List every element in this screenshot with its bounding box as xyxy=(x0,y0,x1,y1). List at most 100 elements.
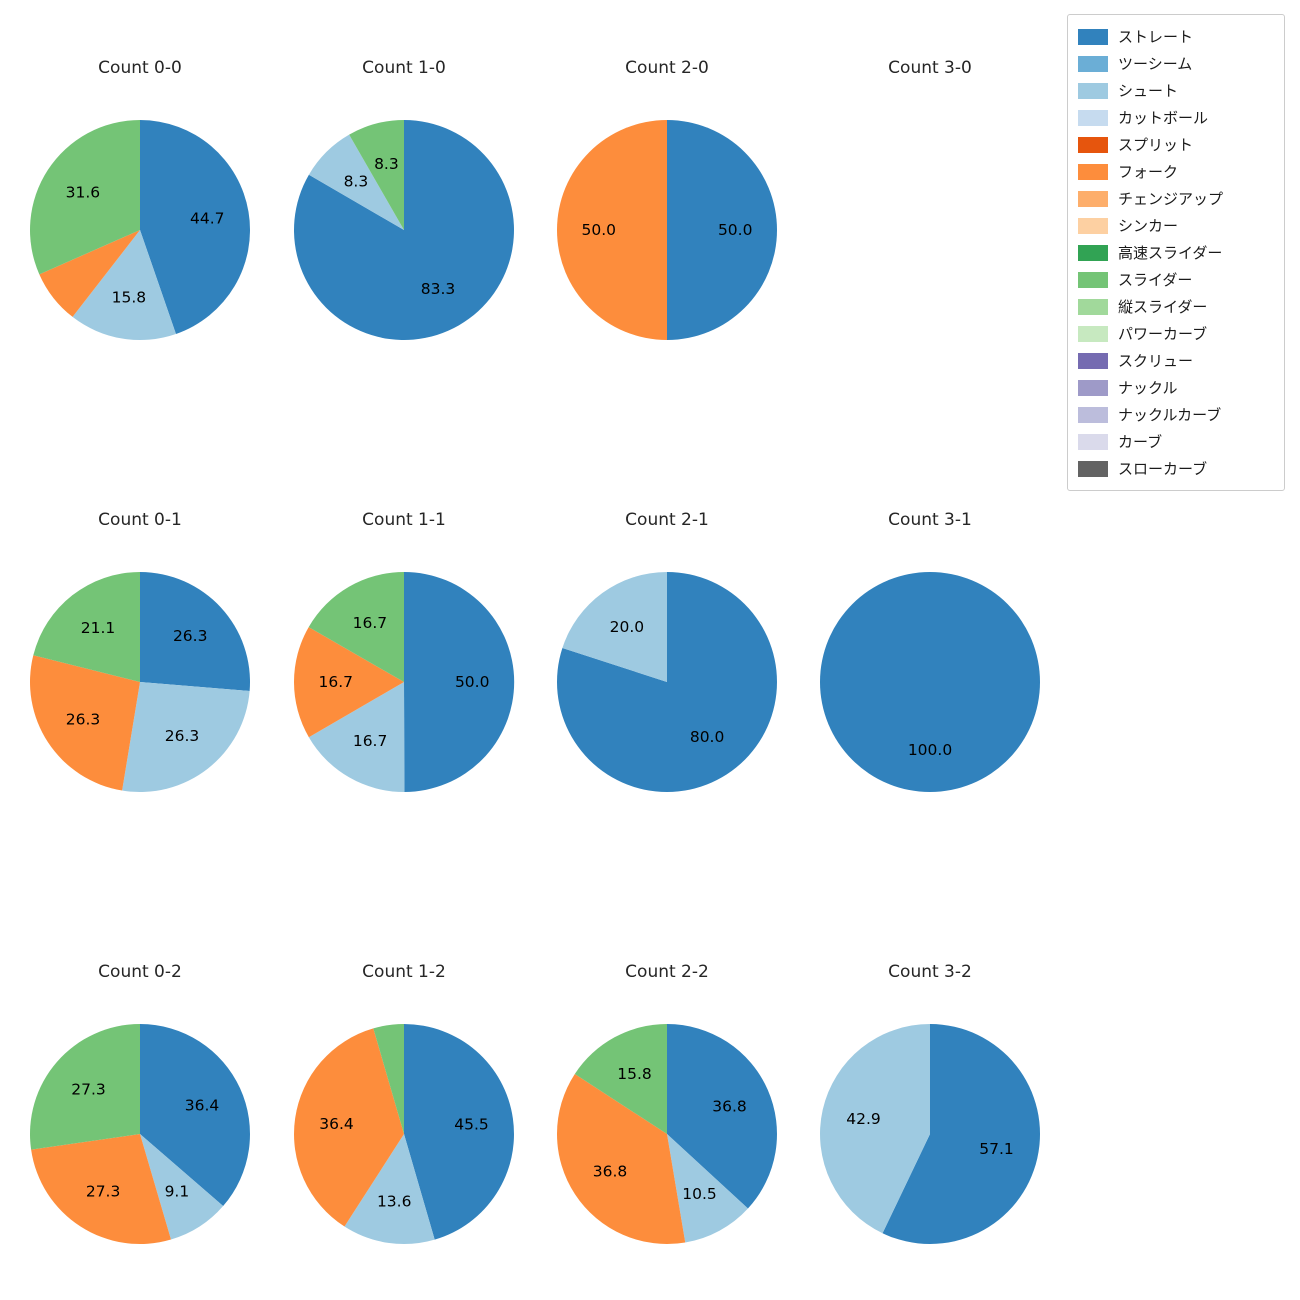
pie-slice xyxy=(294,1028,404,1227)
pie-chart-count-0-0: Count 0-0 44.7 15.8 31.6 xyxy=(28,55,252,346)
pie-slice xyxy=(33,572,140,682)
pie-chart-count-2-0: Count 2-0 50.0 50.0 xyxy=(555,55,779,346)
pie-slice xyxy=(293,120,514,340)
pie-chart-count-0-1: Count 0-1 26.3 26.3 26.3 21.1 xyxy=(28,507,252,798)
pie-slice xyxy=(30,1024,141,1150)
pie-slice-label: 8.3 xyxy=(344,173,369,191)
pie-svg: 83.3 8.3 8.3 xyxy=(293,120,514,340)
pie-slice-label: 15.8 xyxy=(617,1065,652,1083)
legend-item: カーブ xyxy=(1078,428,1274,455)
pie-svg xyxy=(818,118,1042,342)
pie-slice xyxy=(562,572,667,682)
pie-slice xyxy=(30,655,140,791)
legend-label: スライダー xyxy=(1118,271,1193,289)
legend-swatch xyxy=(1078,352,1108,369)
pie-svg: 26.3 26.3 26.3 21.1 xyxy=(30,572,250,793)
legend-item: ツーシーム xyxy=(1078,50,1274,77)
legend-swatch xyxy=(1078,406,1108,423)
pie-slice-label: 80.0 xyxy=(690,728,725,746)
pie-slice xyxy=(667,1134,748,1243)
legend-label: 縦スライダー xyxy=(1118,298,1208,316)
pie-slice-label: 36.4 xyxy=(319,1115,354,1133)
pie-slice-label: 50.0 xyxy=(582,221,617,239)
pie-slice xyxy=(308,134,404,230)
chart-title: Count 2-1 xyxy=(625,510,709,530)
pie-slice-label: 57.1 xyxy=(979,1140,1014,1158)
pie-slice xyxy=(140,572,250,691)
legend-item: スプリット xyxy=(1078,131,1274,158)
pie-slice xyxy=(667,120,777,340)
legend-swatch xyxy=(1078,271,1108,288)
pie-svg: 36.8 10.5 36.8 15.8 xyxy=(556,1024,777,1245)
legend-item: シュート xyxy=(1078,77,1274,104)
legend-swatch xyxy=(1078,433,1108,450)
pie-slice xyxy=(122,682,250,793)
pie-slice xyxy=(667,1024,777,1209)
legend-label: ナックル xyxy=(1118,379,1178,397)
pie-svg: 57.1 42.9 xyxy=(820,1024,1041,1244)
pie-slice-label: 16.7 xyxy=(319,673,354,691)
legend-label: カットボール xyxy=(1118,109,1209,127)
pie-slice-label: 13.6 xyxy=(377,1193,412,1211)
legend-swatch xyxy=(1078,136,1108,153)
pie-slice-label: 36.8 xyxy=(593,1162,628,1180)
pie-chart-count-1-1: Count 1-1 50.0 16.7 16.7 16.7 xyxy=(292,507,516,798)
pie-slice-label: 83.3 xyxy=(421,280,456,298)
chart-title: Count 2-0 xyxy=(625,58,709,78)
pie-slice xyxy=(39,230,140,317)
pie-chart-count-1-2: Count 1-2 45.5 13.6 36.4 xyxy=(292,959,516,1250)
chart-title: Count 0-0 xyxy=(98,58,182,78)
pie-slice-label: 15.8 xyxy=(112,288,147,306)
pie-slice xyxy=(308,682,405,793)
pie-slice-label: 9.1 xyxy=(165,1182,190,1200)
legend-item: フォーク xyxy=(1078,158,1274,185)
chart-title: Count 2-2 xyxy=(625,962,709,982)
legend-swatch xyxy=(1078,163,1108,180)
pie-slice-label: 31.6 xyxy=(66,184,101,202)
legend-swatch xyxy=(1078,82,1108,99)
legend-label: パワーカーブ xyxy=(1118,325,1208,343)
legend-label: スローカーブ xyxy=(1118,460,1208,478)
legend-item: スローカーブ xyxy=(1078,455,1274,482)
pie-slice-label: 42.9 xyxy=(846,1110,881,1128)
pie-slice xyxy=(557,120,667,340)
pie-slice-label: 26.3 xyxy=(66,710,101,728)
pie-slice-label: 26.3 xyxy=(165,727,200,745)
legend-label: 高速スライダー xyxy=(1118,244,1223,262)
legend-label: スクリュー xyxy=(1118,352,1194,370)
chart-title: Count 3-2 xyxy=(888,962,972,982)
legend-label: ストレート xyxy=(1118,28,1194,46)
legend: ストレートツーシーム シュートカットボールスプリット フォークチェンジアップシンカー… xyxy=(1067,14,1285,491)
pie-slice xyxy=(820,1024,930,1234)
pie-svg: 44.7 15.8 31.6 xyxy=(29,119,251,341)
pie-slice xyxy=(373,1024,404,1134)
pie-svg: 36.4 9.1 27.3 27.3 xyxy=(30,1024,250,1244)
legend-item: シンカー xyxy=(1078,212,1274,239)
chart-title: Count 0-1 xyxy=(98,510,182,530)
pie-slice-label: 21.1 xyxy=(81,619,116,637)
pie-slice xyxy=(404,571,515,792)
pie-chart-count-3-1: Count 3-1 100.0 xyxy=(818,507,1042,798)
legend-item: ナックルカーブ xyxy=(1078,401,1274,428)
legend-swatch xyxy=(1078,325,1108,342)
pie-slice-label: 36.4 xyxy=(185,1097,220,1115)
legend-swatch xyxy=(1078,379,1108,396)
chart-title: Count 3-1 xyxy=(888,510,972,530)
pie-slice-label: 16.7 xyxy=(353,732,388,750)
pie-slice-label: 27.3 xyxy=(86,1182,121,1200)
chart-title: Count 1-2 xyxy=(362,962,446,982)
pie-slice-label: 20.0 xyxy=(610,618,645,636)
pie-slice xyxy=(556,572,777,792)
pie-slice-label: 16.7 xyxy=(353,614,388,632)
pie-slice xyxy=(140,120,251,334)
pie-slice xyxy=(349,120,404,230)
pie-chart-count-0-2: Count 0-2 36.4 9.1 27.3 27.3 xyxy=(28,959,252,1250)
legend-label: カーブ xyxy=(1118,433,1163,451)
pie-slice-label: 100.0 xyxy=(908,741,952,759)
pie-svg: 50.0 50.0 xyxy=(557,120,777,340)
pie-slice xyxy=(29,119,140,275)
pie-svg: 100.0 xyxy=(820,572,1040,792)
pie-chart-count-2-2: Count 2-2 36.8 10.5 36.8 15.8 xyxy=(555,959,779,1250)
legend-label: チェンジアップ xyxy=(1118,190,1224,208)
pie-chart-count-3-0: Count 3-0 xyxy=(818,55,1042,346)
